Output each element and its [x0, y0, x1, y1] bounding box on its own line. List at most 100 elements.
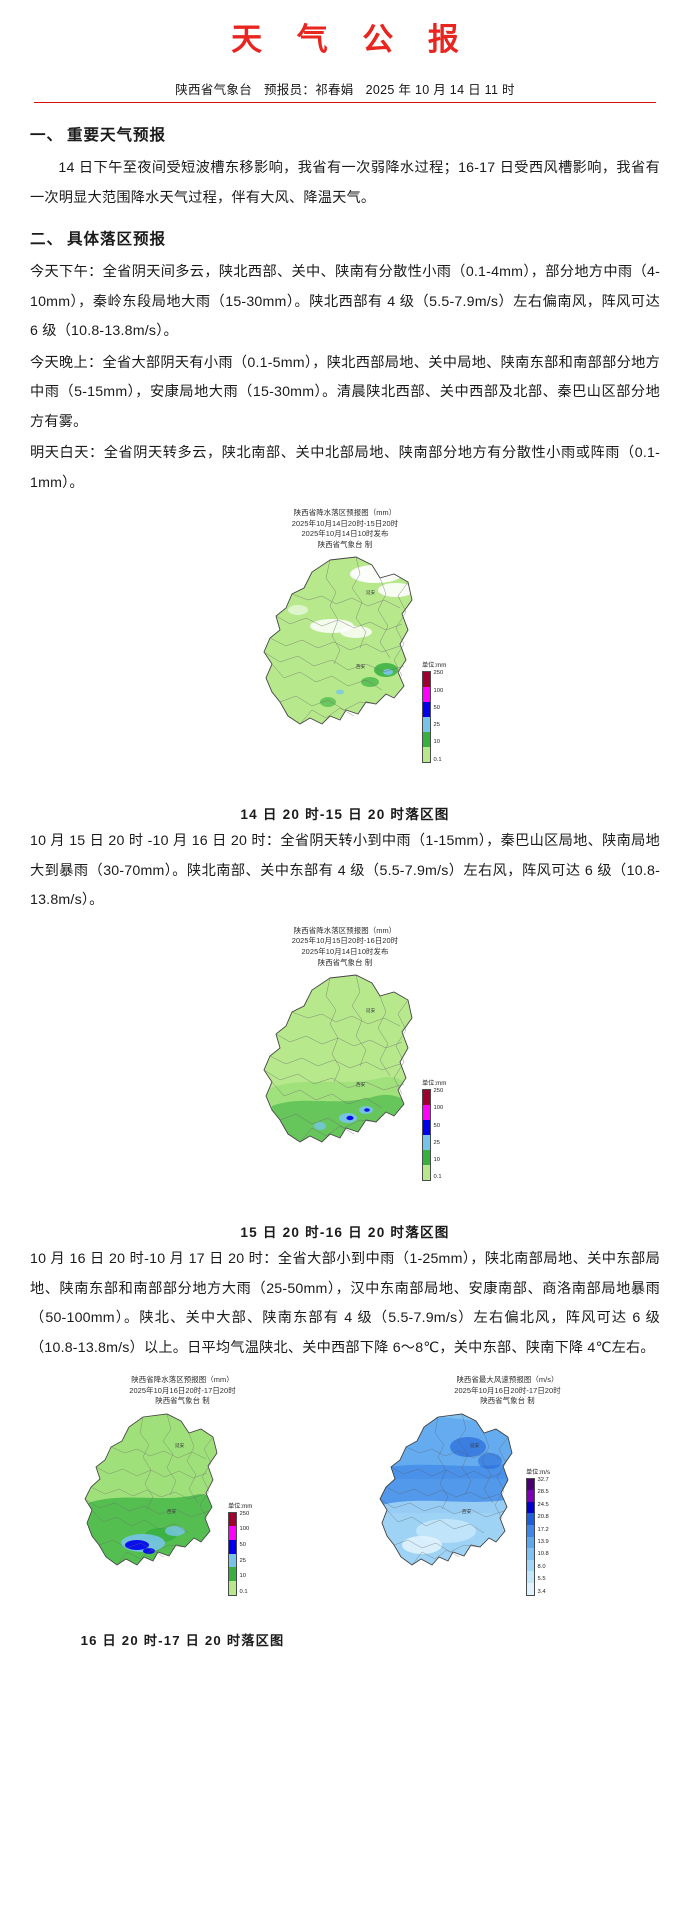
figure-3-header-line-2: 2025年10月16日20时-17日20时	[129, 1385, 236, 1395]
section-number-2: 二、	[30, 231, 64, 249]
section-1-paragraph-1: 14 日下午至夜间受短波槽东移影响，我省有一次弱降水过程；16-17 日受西风槽…	[30, 160, 660, 206]
city-label-xian: 西安	[462, 1508, 472, 1514]
figure-3-header-line-3: 陕西省气象台 制	[155, 1396, 210, 1406]
legend-tick: 24.5	[537, 1501, 549, 1508]
figure-4-legend-unit: 单位:m/s	[526, 1468, 551, 1476]
figure-4-legend: 单位:m/s 32.7 28.5 24.5 20.8 17.2	[526, 1467, 550, 1596]
legend-tick: 10	[433, 739, 440, 746]
figure-2-canvas: 单位:mm 250 100 50 25 10 0.1	[180, 970, 510, 1215]
figure-2-legend-colorbar	[422, 1089, 431, 1182]
figure-3-canvas: 单位:mm 250 100 50 25 10 0.1	[25, 1409, 340, 1624]
legend-tick: 25	[239, 1557, 246, 1564]
figure-1-header-line-3: 2025年10月14日10时发布	[301, 529, 389, 539]
legend-tick: 250	[433, 1088, 444, 1095]
figure-precip-oct14-15: 陕西省降水落区预报图（mm） 2025年10月14日20时-15日20时 202…	[30, 508, 660, 823]
city-label-yanan: 延安	[366, 1008, 376, 1014]
figure-4-header-line-1: 陕西省最大风速预报图（m/s）	[456, 1375, 559, 1385]
legend-tick: 32.7	[537, 1476, 549, 1483]
figure-3-caption: 16 日 20 时-17 日 20 时落区图	[80, 1632, 285, 1648]
forecast-tonight: 今天晚上：全省大部阴天有小雨（0.1-5mm），陕北西部局地、关中局地、陕南东部…	[30, 354, 660, 430]
figure-precip-oct15-16: 陕西省降水落区预报图（mm） 2025年10月15日20时-16日20时 202…	[30, 926, 660, 1241]
forecast-oct16-17: 10 月 16 日 20 时-10 月 17 日 20 时：全省大部小到中雨（1…	[30, 1251, 660, 1356]
byline-wrapper: 陕西省气象台 预报员：祁春娟 2025 年 10 月 14 日 11 时	[0, 65, 690, 103]
figure-4-canvas: 单位:m/s 32.7 28.5 24.5 20.8 17.2	[350, 1409, 665, 1624]
figure-3-legend: 单位:mm 250 100 50 25 10 0.1	[228, 1501, 252, 1596]
page-title: 天 气 公 报	[231, 22, 472, 57]
figure-4-header-line-3: 陕西省气象台 制	[480, 1396, 535, 1406]
legend-tick: 0.1	[433, 1174, 442, 1181]
legend-tick: 100	[433, 1105, 444, 1112]
legend-tick: 20.8	[537, 1514, 549, 1521]
figure-2-header-line-2: 2025年10月15日20时-16日20时	[291, 936, 399, 946]
legend-tick: 250	[239, 1510, 250, 1517]
section-title-2: 具体落区预报	[67, 231, 167, 249]
figure-2-caption: 15 日 20 时-16 日 20 时落区图	[240, 1225, 450, 1241]
city-label-xian: 西安	[356, 664, 366, 670]
figure-1-caption: 14 日 20 时-15 日 20 时落区图	[240, 807, 450, 823]
figure-row-oct16-17: 陕西省降水落区预报图（mm） 2025年10月16日20时-17日20时 陕西省…	[30, 1365, 660, 1649]
legend-tick: 8.0	[537, 1563, 546, 1570]
section-number-1: 一、	[30, 127, 64, 144]
section-title-1: 重要天气预报	[67, 127, 167, 144]
figure-3-legend-colorbar	[228, 1511, 237, 1596]
figure-2-header-line-1: 陕西省降水落区预报图（mm）	[293, 925, 397, 935]
legend-tick: 50	[433, 1122, 440, 1129]
weather-bulletin-page: 天 气 公 报 陕西省气象台 预报员：祁春娟 2025 年 10 月 14 日 11…	[0, 22, 690, 1649]
section-heading-2: 二、 具体落区预报	[30, 227, 660, 249]
figure-1-header-line-4: 陕西省气象台 制	[317, 539, 373, 549]
city-label-yanan: 延安	[366, 590, 376, 596]
city-label-xian: 西安	[167, 1508, 177, 1514]
legend-tick: 50	[239, 1541, 246, 1548]
legend-tick: 10	[433, 1156, 440, 1163]
figure-max-wind-oct16-17: 陕西省最大风速预报图（m/s） 2025年10月16日20时-17日20时 陕西…	[350, 1375, 665, 1624]
section-heading-1: 一、 重要天气预报	[30, 123, 660, 145]
legend-tick: 13.9	[537, 1538, 549, 1545]
legend-tick: 10.8	[537, 1551, 549, 1558]
figure-2-legend: 单位:mm 250 100 50 25 10 0.1	[422, 1078, 447, 1182]
figure-3-header: 陕西省降水落区预报图（mm） 2025年10月16日20时-17日20时 陕西省…	[25, 1375, 340, 1407]
figure-3-legend-labels: 250 100 50 25 10 0.1	[239, 1510, 250, 1596]
document-body: 一、 重要天气预报 14 日下午至夜间受短波槽东移影响，我省有一次弱降水过程；16…	[0, 103, 690, 1649]
figure-2-header: 陕西省降水落区预报图（mm） 2025年10月15日20时-16日20时 202…	[30, 926, 660, 968]
figure-1-canvas: 单位:mm 250 100 50 25 10 0.1	[180, 552, 510, 797]
figure-2-legend-labels: 250 100 50 25 10 0.1	[433, 1088, 444, 1181]
figure-1-header-line-1: 陕西省降水落区预报图（mm）	[293, 508, 397, 518]
byline-forecaster: 预报员：祁春娟	[264, 83, 354, 97]
figure-1-legend-colorbar	[422, 671, 431, 764]
figure-1-legend: 单位:mm 250 100 50 25 10 0.1	[422, 660, 447, 764]
byline-datetime: 2025 年 10 月 14 日 11 时	[365, 83, 515, 97]
figure-4-header-line-2: 2025年10月16日20时-17日20时	[454, 1385, 561, 1395]
figure-1-legend-unit: 单位:mm	[422, 662, 447, 670]
legend-tick: 28.5	[537, 1489, 549, 1496]
forecast-this-afternoon: 今天下午：全省阴天间多云，陕北西部、关中、陕南有分散性小雨（0.1-4mm），部…	[30, 264, 660, 340]
figure-3-header-line-1: 陕西省降水落区预报图（mm）	[131, 1375, 234, 1385]
figure-1-header-line-2: 2025年10月14日20时-15日20时	[291, 518, 399, 528]
city-label-yanan: 延安	[175, 1442, 185, 1448]
figure-precip-oct16-17: 陕西省降水落区预报图（mm） 2025年10月16日20时-17日20时 陕西省…	[25, 1375, 340, 1649]
figure-1-legend-labels: 250 100 50 25 10 0.1	[434, 671, 444, 763]
byline-issuer: 陕西省气象台	[175, 83, 252, 97]
forecast-oct15-16: 10 月 15 日 20 时 -10 月 16 日 20 时：全省阴天转小到中雨…	[30, 833, 660, 909]
legend-tick: 17.2	[537, 1526, 549, 1533]
legend-tick: 0.1	[433, 756, 442, 763]
figure-4-legend-colorbar	[526, 1477, 535, 1596]
legend-tick: 0.1	[239, 1588, 248, 1595]
legend-tick: 5.5	[537, 1576, 546, 1583]
figure-3-legend-unit: 单位:mm	[228, 1502, 253, 1510]
figure-4-legend-labels: 32.7 28.5 24.5 20.8 17.2 13.9 10.8 8.0 5…	[537, 1476, 549, 1596]
forecast-tomorrow-daytime: 明天白天：全省阴天转多云，陕北南部、关中北部局地、陕南部分地方有分散性小雨或阵雨…	[30, 445, 660, 491]
legend-tick: 10	[239, 1573, 246, 1580]
figure-2-legend-unit: 单位:mm	[422, 1080, 447, 1088]
legend-tick: 100	[433, 687, 444, 694]
figure-2-header-line-4: 陕西省气象台 制	[317, 957, 373, 967]
legend-tick: 25	[433, 1139, 440, 1146]
figure-4-header: 陕西省最大风速预报图（m/s） 2025年10月16日20时-17日20时 陕西…	[350, 1375, 665, 1407]
legend-tick: 50	[433, 704, 440, 711]
figure-1-header: 陕西省降水落区预报图（mm） 2025年10月14日20时-15日20时 202…	[30, 508, 660, 550]
city-label-xian: 西安	[356, 1082, 366, 1088]
legend-tick: 3.4	[537, 1588, 546, 1595]
legend-tick: 100	[239, 1526, 250, 1533]
city-label-yanan: 延安	[470, 1442, 480, 1448]
legend-tick: 250	[433, 670, 444, 677]
byline: 陕西省气象台 预报员：祁春娟 2025 年 10 月 14 日 11 时	[34, 79, 656, 103]
